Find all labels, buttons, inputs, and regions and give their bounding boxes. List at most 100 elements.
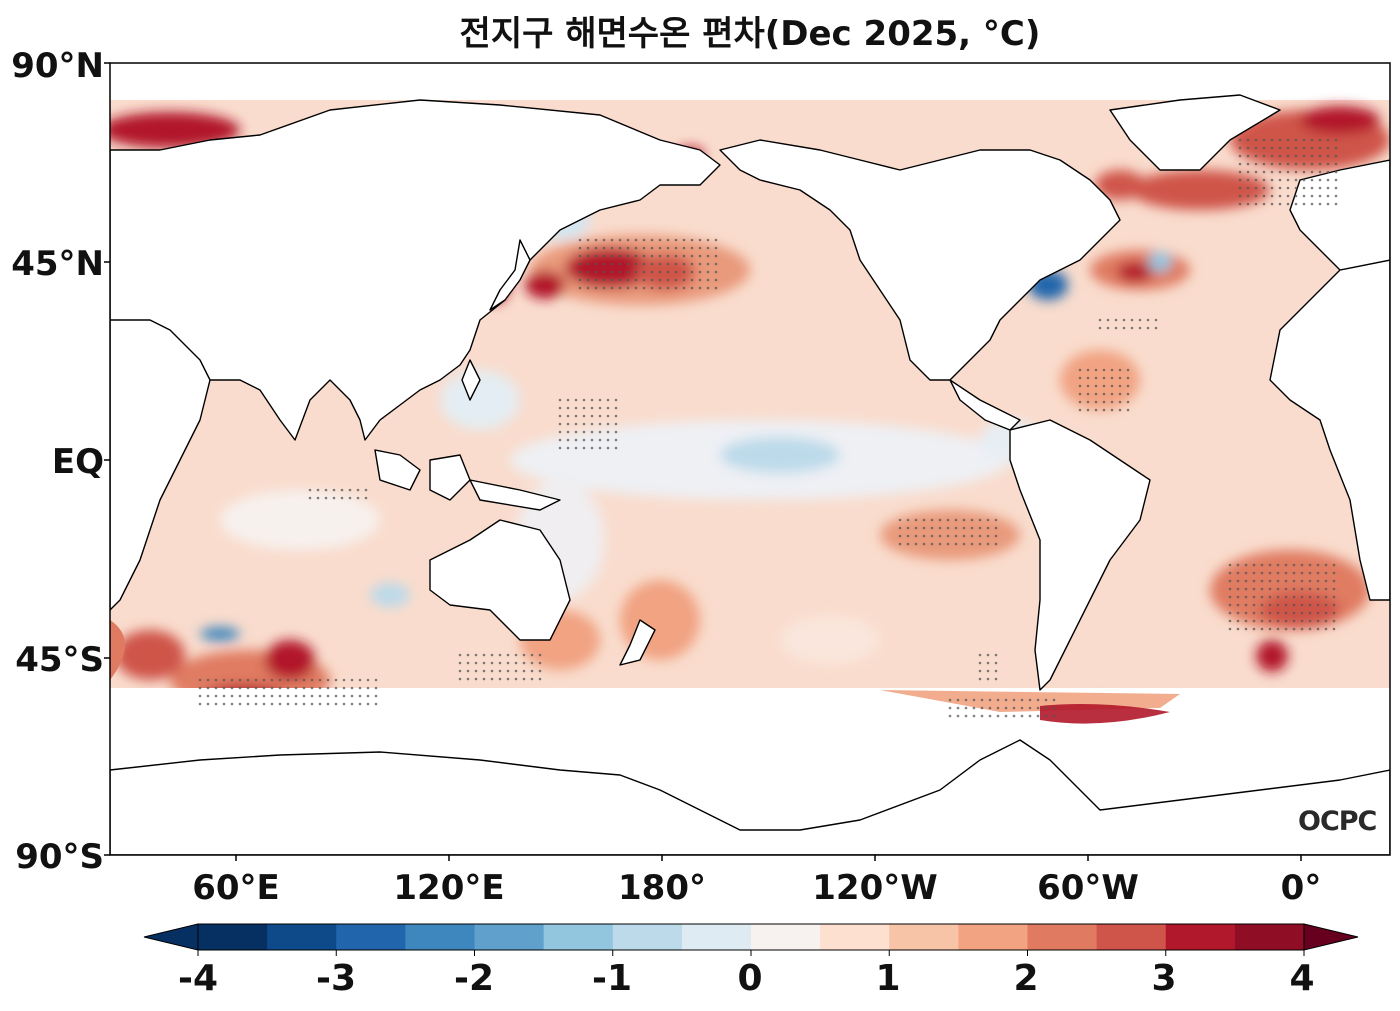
significance-dot [634,278,638,282]
significance-dot [278,694,282,698]
significance-dot [1078,368,1082,372]
significance-dot [238,678,242,682]
significance-dot [1318,154,1322,158]
significance-dot [1228,587,1232,591]
significance-dot [948,714,952,718]
significance-dot [348,496,352,500]
significance-dot [316,488,320,492]
significance-dot [490,677,494,681]
significance-dot [970,518,974,522]
significance-dot [1262,162,1266,166]
significance-dot [606,430,610,434]
significance-dot [222,702,226,706]
significance-dot [350,702,354,706]
significance-dot [1318,202,1322,206]
significance-dot [254,678,258,682]
significance-dot [618,270,622,274]
significance-dot [606,446,610,450]
significance-dot [1332,627,1336,631]
significance-dot [614,406,618,410]
significance-dot [1294,162,1298,166]
significance-dot [594,254,598,258]
significance-dot [1310,138,1314,142]
significance-dot [698,278,702,282]
significance-dot [374,702,378,706]
colorbar-tick-label: 1 [875,958,901,999]
significance-dot [610,238,614,242]
significance-dot [1278,178,1282,182]
significance-dot [972,706,976,710]
significance-dot [1324,619,1328,623]
significance-dot [522,677,526,681]
significance-dot [698,262,702,266]
significance-dot [1052,706,1056,710]
colorbar-segment [958,924,1028,950]
significance-dot [366,678,370,682]
significance-dot [922,518,926,522]
significance-dot [578,246,582,250]
significance-dot [1294,202,1298,206]
significance-dot [682,262,686,266]
significance-dot [590,414,594,418]
significance-dot [506,661,510,665]
significance-dot [962,526,966,530]
significance-dot [906,526,910,530]
significance-dot [1268,587,1272,591]
significance-dot [986,542,990,546]
significance-dot [972,698,976,702]
significance-dot [310,702,314,706]
significance-dot [606,438,610,442]
significance-dot [634,254,638,258]
significance-dot [366,702,370,706]
significance-dot [558,406,562,410]
significance-dot [294,702,298,706]
significance-dot [1316,587,1320,591]
significance-dot [1262,178,1266,182]
significance-dot [586,278,590,282]
significance-dot [642,270,646,274]
significance-dot [270,678,274,682]
significance-dot [1302,194,1306,198]
significance-dot [1254,154,1258,158]
significance-dot [1012,706,1016,710]
significance-dot [558,438,562,442]
significance-dot [198,702,202,706]
significance-dot [590,406,594,410]
colorbar-segment [405,924,475,950]
significance-dot [666,254,670,258]
significance-dot [1286,202,1290,206]
significance-dot [206,686,210,690]
significance-dot [1238,202,1242,206]
significance-dot [326,694,330,698]
significance-dot [1028,714,1032,718]
significance-dot [1318,178,1322,182]
significance-dot [598,430,602,434]
significance-dot [230,686,234,690]
significance-dot [1228,579,1232,583]
significance-dot [294,686,298,690]
significance-dot [530,653,534,657]
significance-dot [586,286,590,290]
significance-dot [222,686,226,690]
significance-dot [1302,178,1306,182]
significance-dot [906,542,910,546]
significance-dot [1276,603,1280,607]
significance-dot [1300,627,1304,631]
significance-dot [1324,587,1328,591]
significance-dot [1310,186,1314,190]
significance-dot [956,706,960,710]
significance-dot [1252,579,1256,583]
significance-dot [642,278,646,282]
significance-dot [1300,595,1304,599]
significance-dot [586,262,590,266]
significance-dot [938,526,942,530]
significance-dot [626,246,630,250]
significance-dot [1308,611,1312,615]
significance-dot [482,669,486,673]
significance-dot [706,238,710,242]
significance-dot [1236,619,1240,623]
significance-dot [650,238,654,242]
significance-dot [270,694,274,698]
significance-dot [1270,154,1274,158]
significance-dot [1154,318,1158,322]
